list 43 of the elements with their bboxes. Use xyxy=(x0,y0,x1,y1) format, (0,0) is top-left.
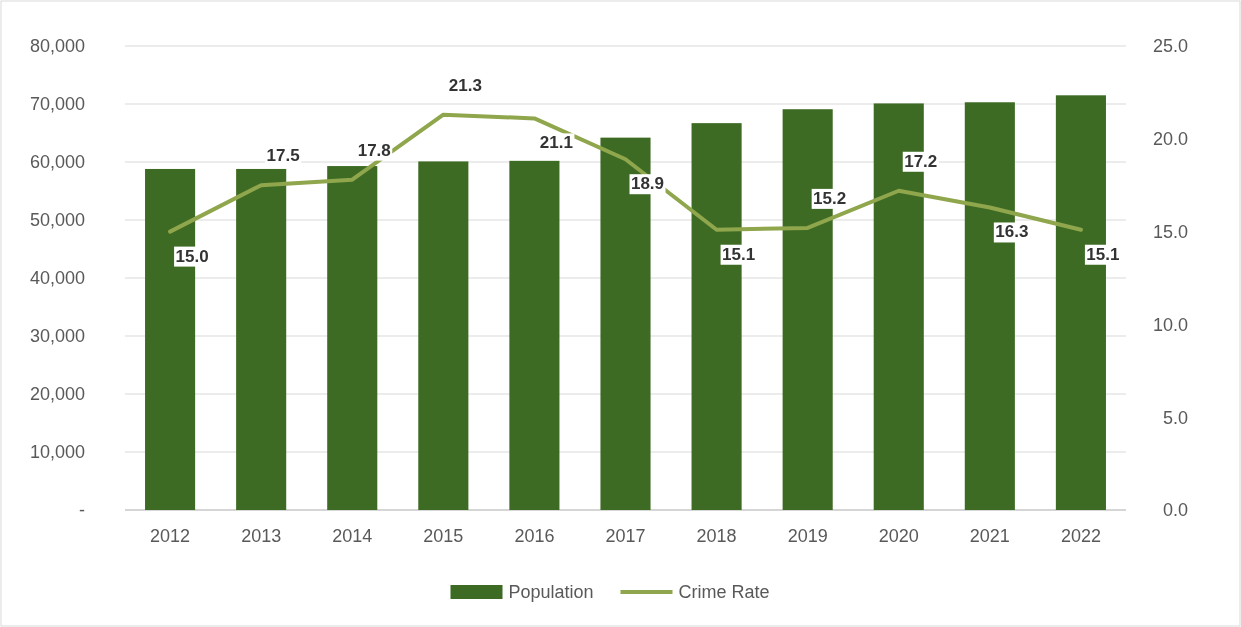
data-label: 15.1 xyxy=(1086,244,1120,264)
data-label: 18.9 xyxy=(630,174,665,194)
x-tick-label: 2017 xyxy=(605,526,646,546)
x-tick-label: 2019 xyxy=(787,526,828,546)
data-label: 15.0 xyxy=(175,246,209,266)
y2-tick-label: 10.0 xyxy=(1152,314,1188,335)
data-label: 15.1 xyxy=(722,244,756,264)
y-tick-label: 40,000 xyxy=(29,268,85,289)
y-tick-label: - xyxy=(79,500,85,521)
x-tick-label: 2016 xyxy=(514,526,555,546)
data-label: 17.8 xyxy=(357,140,391,160)
y2-tick-label: 5.0 xyxy=(1162,407,1188,428)
bar xyxy=(327,166,378,510)
y2-tick-label: 15.0 xyxy=(1152,221,1188,242)
x-tick-label: 2013 xyxy=(241,526,282,546)
data-label: 21.1 xyxy=(539,133,573,153)
bar xyxy=(236,168,287,510)
y-tick-label: 80,000 xyxy=(29,36,85,57)
y-tick-label: 70,000 xyxy=(29,94,85,115)
data-label: 17.2 xyxy=(904,151,938,171)
y2-tick-label: 0.0 xyxy=(1162,500,1188,521)
legend-label: Crime Rate xyxy=(678,582,770,603)
x-tick-label: 2012 xyxy=(150,526,191,546)
data-label: 16.3 xyxy=(995,222,1029,242)
x-tick-label: 2022 xyxy=(1060,526,1101,546)
data-label: 17.5 xyxy=(266,146,300,166)
bar xyxy=(509,160,560,510)
y-tick-label: 30,000 xyxy=(29,326,85,347)
x-tick-label: 2021 xyxy=(969,526,1010,546)
y2-tick-label: 25.0 xyxy=(1152,36,1188,57)
x-tick-label: 2015 xyxy=(423,526,464,546)
y-tick-label: 20,000 xyxy=(29,384,85,405)
y-tick-label: 60,000 xyxy=(29,152,85,173)
y-tick-label: 50,000 xyxy=(29,210,85,231)
data-label: 21.3 xyxy=(448,75,482,95)
x-tick-label: 2018 xyxy=(696,526,737,546)
bar xyxy=(418,161,469,510)
legend-label: Population xyxy=(508,582,594,603)
data-label: 15.2 xyxy=(813,188,847,208)
y-tick-label: 10,000 xyxy=(29,442,85,463)
x-tick-label: 2020 xyxy=(878,526,919,546)
y2-tick-label: 20.0 xyxy=(1152,129,1188,150)
x-tick-label: 2014 xyxy=(332,526,373,546)
